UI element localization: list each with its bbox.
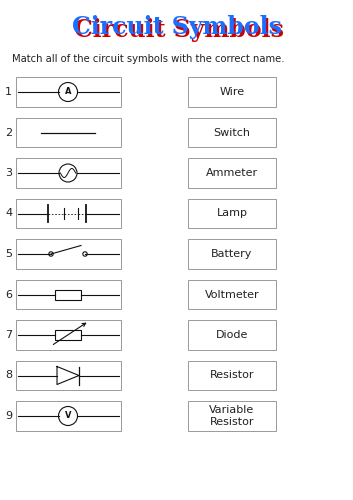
Text: Lamp: Lamp xyxy=(216,208,247,218)
Text: Switch: Switch xyxy=(214,128,251,138)
Text: 7: 7 xyxy=(5,330,12,340)
Bar xyxy=(16,361,120,390)
Text: 8: 8 xyxy=(5,370,12,380)
Bar xyxy=(55,330,81,340)
Bar xyxy=(188,158,276,188)
Text: 2: 2 xyxy=(5,128,12,138)
Text: Resistor: Resistor xyxy=(210,370,254,380)
Text: Match all of the circuit symbols with the correct name.: Match all of the circuit symbols with th… xyxy=(12,54,285,64)
Text: 3: 3 xyxy=(5,168,12,178)
Text: 9: 9 xyxy=(5,411,12,421)
Text: 1: 1 xyxy=(5,87,12,97)
Bar xyxy=(188,280,276,309)
Text: 4: 4 xyxy=(5,208,12,218)
Bar xyxy=(16,198,120,228)
Text: 6: 6 xyxy=(5,290,12,300)
Bar xyxy=(188,198,276,228)
Bar xyxy=(16,77,120,107)
Text: Variable
Resistor: Variable Resistor xyxy=(209,405,255,427)
Text: Circuit Symbols: Circuit Symbols xyxy=(72,15,281,39)
Bar xyxy=(188,240,276,269)
Bar xyxy=(16,118,120,147)
Bar xyxy=(188,361,276,390)
Text: Wire: Wire xyxy=(220,87,245,97)
Bar xyxy=(188,401,276,431)
Bar xyxy=(16,320,120,350)
Text: Ammeter: Ammeter xyxy=(206,168,258,178)
Bar xyxy=(16,240,120,269)
Text: Circuit Symbols: Circuit Symbols xyxy=(74,18,284,42)
Text: Voltmeter: Voltmeter xyxy=(205,290,259,300)
Bar xyxy=(16,158,120,188)
Bar xyxy=(16,401,120,431)
Bar xyxy=(188,77,276,107)
Text: 5: 5 xyxy=(5,249,12,259)
Bar xyxy=(16,280,120,309)
Text: Diode: Diode xyxy=(216,330,248,340)
Text: V: V xyxy=(65,412,71,420)
Bar xyxy=(188,118,276,147)
Bar xyxy=(188,320,276,350)
Bar xyxy=(55,290,81,300)
Text: A: A xyxy=(65,88,71,96)
Text: Battery: Battery xyxy=(211,249,253,259)
